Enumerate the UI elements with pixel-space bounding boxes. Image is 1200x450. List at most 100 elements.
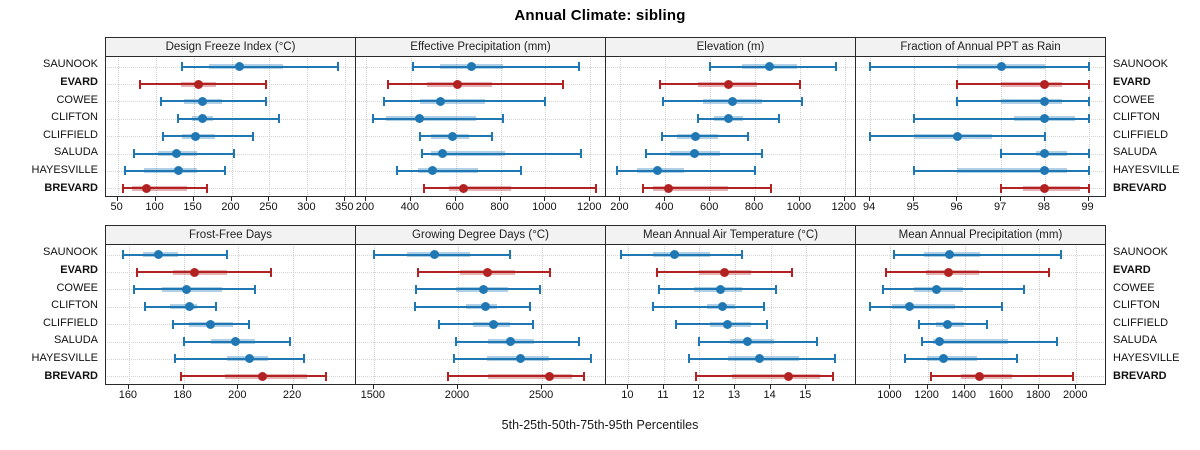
median-dot-saluda — [505, 337, 515, 347]
x-tick-label: 220 — [282, 389, 302, 401]
whisker-cap — [658, 79, 661, 89]
whisker-cap — [387, 79, 390, 89]
whisker-cap — [549, 267, 552, 277]
median-dot-evard — [190, 267, 200, 277]
x-tick-label: 400 — [400, 201, 420, 213]
x-tick-mark — [1000, 197, 1002, 201]
median-dot-hayesville — [427, 166, 437, 176]
median-dot-saunook — [945, 250, 955, 260]
median-dot-saunook — [466, 62, 476, 72]
x-tick-mark — [544, 197, 546, 201]
whisker-cap — [1060, 250, 1063, 260]
median-dot-cowee — [181, 284, 191, 294]
whisker-cap — [893, 250, 896, 260]
range-line-clifton — [697, 117, 779, 120]
range-line-evard — [140, 83, 266, 86]
range-line-brevard — [642, 187, 771, 190]
whisker-cap — [412, 62, 415, 72]
x-tick-mark — [1038, 385, 1040, 389]
whisker-cap — [531, 319, 534, 329]
x-tick-mark — [698, 385, 700, 389]
site-labels-left-row2: SAUNOOK EVARD COWEE CLIFTON CLIFFIELD SALUDA H… — [0, 244, 105, 385]
x-tick-mark — [926, 385, 928, 389]
x-axis-effective-precipitation-mm: 200 400 600 800 1000 1200 — [355, 197, 606, 217]
whisker-cap — [1000, 149, 1003, 159]
x-tick-mark — [912, 197, 914, 201]
whisker-cap — [1055, 337, 1058, 347]
whisker-cap — [869, 62, 872, 72]
whisker-cap — [798, 79, 801, 89]
whisker-cap — [1087, 149, 1090, 159]
range-line-clifton — [913, 117, 1089, 120]
site-label-cowee: COWEE — [1113, 281, 1155, 294]
gridline-vertical — [231, 58, 233, 195]
whisker-cap — [696, 114, 699, 124]
x-tick-label: 1200 — [831, 201, 857, 213]
range-line-saunook — [373, 253, 511, 256]
median-dot-hayesville — [515, 354, 525, 364]
whisker-cap — [289, 337, 292, 347]
median-dot-clifton — [481, 302, 491, 312]
whisker-cap — [657, 284, 660, 294]
site-label-hayesville: HAYESVILLE — [31, 164, 98, 177]
panel-header-effective-precipitation-mm: Effective Precipitation (mm) — [355, 37, 606, 57]
gridline-vertical — [500, 58, 502, 195]
whisker-cap — [904, 354, 907, 364]
site-label-hayesville: HAYESVILLE — [1113, 164, 1180, 177]
x-tick-label: 350 — [335, 201, 354, 213]
whisker-cap — [455, 337, 458, 347]
site-label-evard: EVARD — [60, 263, 98, 276]
site-label-cowee: COWEE — [56, 281, 98, 294]
range-line-hayesville — [905, 357, 1017, 360]
x-tick-mark — [662, 385, 664, 389]
median-dot-saluda — [231, 337, 241, 347]
panel-effective-precipitation-mm — [355, 56, 606, 197]
median-dot-cliffield — [691, 131, 701, 141]
whisker-cap — [162, 131, 165, 141]
range-line-cliffield — [439, 323, 533, 326]
x-tick-label: 1600 — [988, 389, 1014, 401]
gridline-vertical — [913, 58, 915, 195]
x-axis-design-freeze-index-c: 50 100 150 200 250 300 350 — [105, 197, 356, 217]
whisker-cap — [179, 371, 182, 381]
x-tick-label: 11 — [657, 389, 669, 401]
x-tick-label: 2000 — [1063, 389, 1088, 401]
x-axis-growing-degree-days-c: 1500 2000 2500 — [355, 385, 606, 405]
site-label-saunook: SAUNOOK — [1113, 58, 1169, 71]
whisker-cap — [232, 149, 235, 159]
x-tick-mark — [127, 385, 129, 389]
range-line-clifton — [415, 305, 531, 308]
whisker-cap — [741, 250, 744, 260]
whisker-cap — [747, 131, 750, 141]
range-line-brevard — [447, 375, 585, 378]
x-tick-mark — [454, 197, 456, 201]
gridline-vertical — [735, 246, 737, 383]
x-axis-frost-free-days: 160 180 200 220 — [105, 385, 356, 405]
gridline-vertical — [890, 246, 892, 383]
whisker-cap — [277, 114, 280, 124]
gridline-vertical — [663, 246, 665, 383]
site-label-evard: EVARD — [1113, 75, 1151, 88]
range-line-brevard — [180, 375, 326, 378]
gridline-vertical — [155, 58, 157, 195]
x-tick-mark — [889, 385, 891, 389]
whisker-cap — [655, 267, 658, 277]
x-tick-mark — [456, 385, 458, 389]
x-tick-label: 180 — [173, 389, 192, 401]
whisker-cap — [136, 267, 139, 277]
x-tick-label: 1400 — [951, 389, 977, 401]
site-label-cliffield: CLIFFIELD — [42, 316, 98, 329]
site-label-saluda: SALUDA — [1113, 334, 1158, 347]
whisker-cap — [438, 319, 441, 329]
range-line-cowee — [383, 100, 546, 103]
whisker-cap — [1087, 62, 1090, 72]
gridline-vertical — [457, 246, 459, 383]
whisker-cap — [790, 267, 793, 277]
median-dot-saluda — [1040, 149, 1050, 159]
whisker-cap — [124, 166, 127, 176]
site-label-brevard: BREVARD — [1113, 181, 1167, 194]
x-tick-label: 2000 — [444, 389, 470, 401]
x-tick-label: 94 — [862, 201, 876, 213]
whisker-cap — [121, 183, 124, 193]
x-tick-label: 1000 — [532, 201, 557, 213]
